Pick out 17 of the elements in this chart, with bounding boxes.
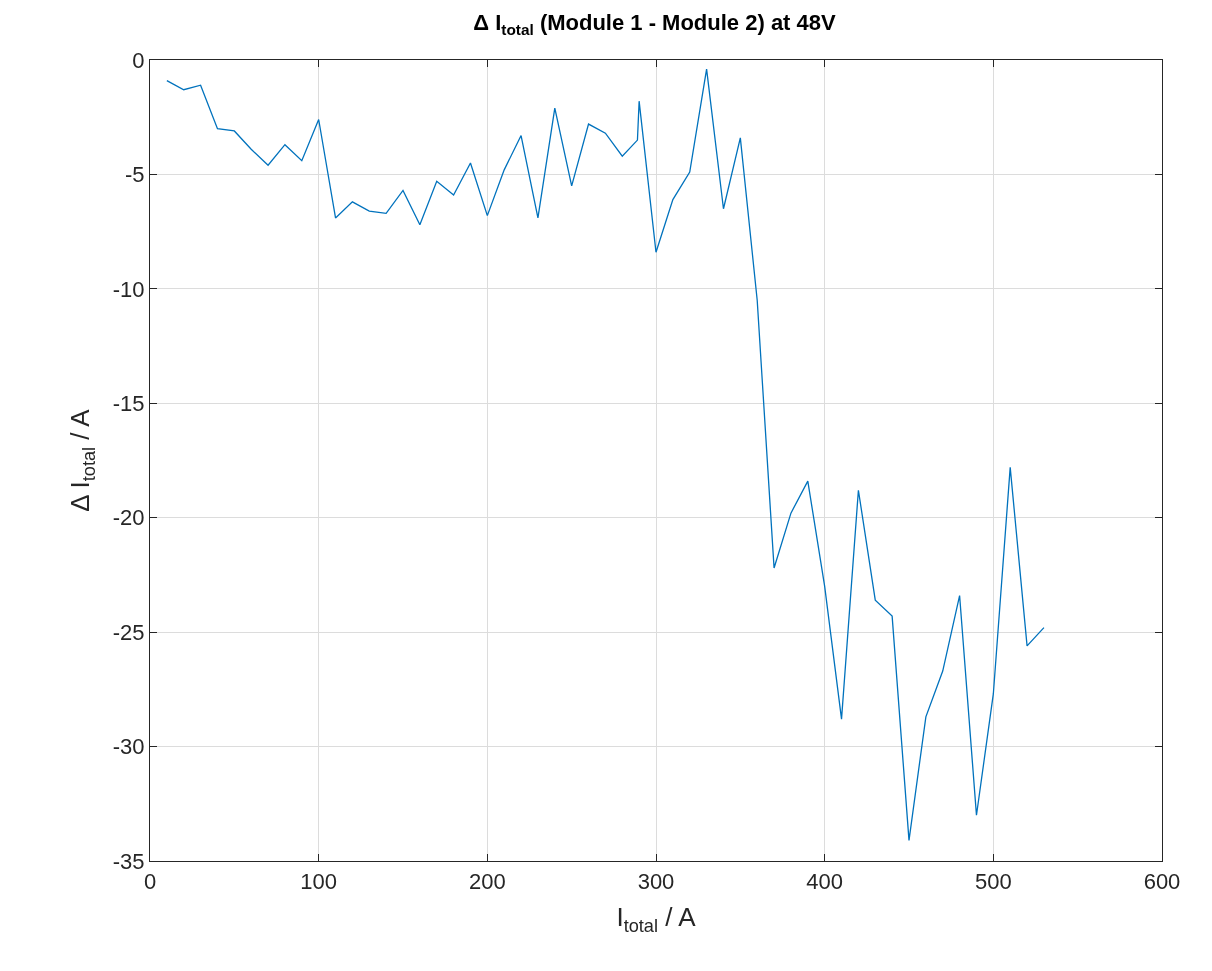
x-tick-label: 100 — [300, 868, 338, 894]
y-tick-label: -30 — [112, 734, 145, 760]
x-tick-label: 300 — [637, 868, 675, 894]
y-tick-label: 0 — [132, 47, 145, 73]
y-tick-label: -25 — [112, 619, 145, 645]
y-tick-label: -5 — [124, 162, 145, 188]
x-tick-label: 200 — [468, 868, 506, 894]
x-tick-label: 400 — [806, 868, 844, 894]
x-tick-label: 500 — [974, 868, 1012, 894]
x-axis-title: I$_{total}$ / A — [616, 902, 697, 936]
chart-title: Δ I$_{total}$ (Module 1 - Module 2) at 48V — [473, 9, 837, 38]
y-tick-label: -35 — [112, 848, 145, 874]
x-tick-label: 600 — [1143, 868, 1181, 894]
y-tick-label: -10 — [112, 276, 145, 302]
y-tick-label: -15 — [112, 390, 145, 416]
y-tick-label: -20 — [112, 505, 145, 531]
line-series — [166, 68, 1045, 842]
